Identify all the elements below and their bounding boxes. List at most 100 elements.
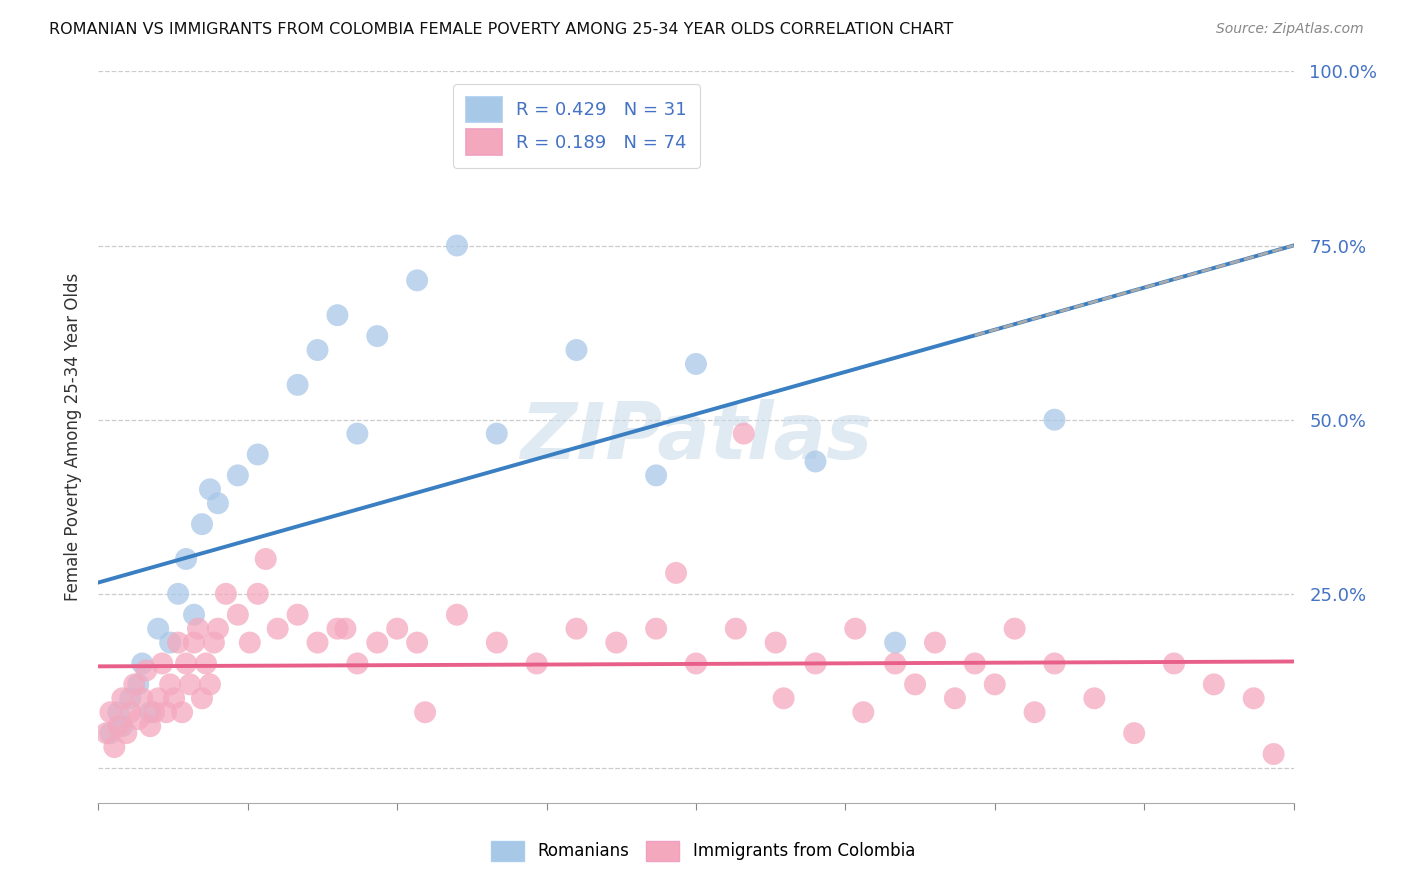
Point: [127, 677, 149, 691]
Point: [183, 607, 205, 622]
Point: [1083, 691, 1105, 706]
Text: Source: ZipAtlas.com: Source: ZipAtlas.com: [1216, 22, 1364, 37]
Point: [111, 719, 134, 733]
Point: [963, 657, 986, 671]
Point: [346, 657, 368, 671]
Point: [195, 657, 218, 671]
Point: [485, 635, 508, 649]
Point: [406, 635, 429, 649]
Point: [98, 726, 122, 740]
Point: [167, 635, 190, 649]
Point: [187, 622, 209, 636]
Point: [366, 329, 388, 343]
Point: [565, 622, 588, 636]
Point: [207, 496, 229, 510]
Point: [685, 357, 707, 371]
Point: [254, 552, 277, 566]
Point: [446, 607, 468, 622]
Text: ZIPatlas: ZIPatlas: [520, 399, 872, 475]
Text: ROMANIAN VS IMMIGRANTS FROM COLOMBIA FEMALE POVERTY AMONG 25-34 YEAR OLDS CORREL: ROMANIAN VS IMMIGRANTS FROM COLOMBIA FEM…: [49, 22, 953, 37]
Point: [943, 691, 966, 706]
Legend: Romanians, Immigrants from Colombia: Romanians, Immigrants from Colombia: [484, 834, 922, 868]
Point: [124, 677, 146, 691]
Point: [335, 622, 357, 636]
Point: [202, 635, 225, 649]
Point: [485, 426, 508, 441]
Point: [139, 719, 162, 733]
Point: [804, 454, 827, 468]
Point: [139, 705, 162, 719]
Point: [98, 705, 122, 719]
Point: [852, 705, 875, 719]
Point: [307, 635, 329, 649]
Legend: R = 0.429   N = 31, R = 0.189   N = 74: R = 0.429 N = 31, R = 0.189 N = 74: [453, 84, 700, 168]
Point: [174, 657, 197, 671]
Point: [167, 587, 190, 601]
Point: [143, 705, 166, 719]
Point: [198, 677, 221, 691]
Point: [406, 273, 429, 287]
Point: [198, 483, 221, 497]
Point: [159, 677, 181, 691]
Point: [645, 468, 668, 483]
Point: [246, 587, 269, 601]
Point: [174, 552, 197, 566]
Point: [267, 622, 290, 636]
Point: [215, 587, 238, 601]
Point: [1024, 705, 1046, 719]
Point: [115, 726, 138, 740]
Point: [131, 691, 153, 706]
Point: [1004, 622, 1026, 636]
Point: [226, 607, 249, 622]
Point: [326, 308, 349, 322]
Point: [183, 635, 205, 649]
Point: [605, 635, 627, 649]
Point: [326, 622, 349, 636]
Point: [107, 705, 129, 719]
Point: [96, 726, 118, 740]
Point: [665, 566, 688, 580]
Point: [103, 740, 125, 755]
Point: [565, 343, 588, 357]
Point: [111, 691, 134, 706]
Point: [772, 691, 794, 706]
Point: [526, 657, 548, 671]
Point: [645, 622, 668, 636]
Point: [1163, 657, 1185, 671]
Point: [904, 677, 927, 691]
Point: [844, 622, 866, 636]
Point: [179, 677, 201, 691]
Point: [804, 657, 827, 671]
Point: [246, 448, 269, 462]
Point: [287, 377, 309, 392]
Point: [150, 657, 173, 671]
Point: [120, 691, 142, 706]
Point: [226, 468, 249, 483]
Point: [1123, 726, 1146, 740]
Point: [287, 607, 309, 622]
Point: [724, 622, 747, 636]
Point: [765, 635, 787, 649]
Point: [148, 622, 170, 636]
Point: [984, 677, 1007, 691]
Point: [413, 705, 436, 719]
Point: [120, 705, 142, 719]
Point: [1243, 691, 1265, 706]
Point: [135, 664, 157, 678]
Point: [1043, 412, 1066, 426]
Point: [239, 635, 262, 649]
Point: [107, 719, 129, 733]
Point: [172, 705, 194, 719]
Point: [163, 691, 186, 706]
Point: [131, 657, 153, 671]
Point: [191, 517, 214, 532]
Point: [385, 622, 409, 636]
Y-axis label: Female Poverty Among 25-34 Year Olds: Female Poverty Among 25-34 Year Olds: [63, 273, 82, 601]
Point: [155, 705, 177, 719]
Point: [884, 635, 907, 649]
Point: [307, 343, 329, 357]
Point: [733, 426, 755, 441]
Point: [191, 691, 214, 706]
Point: [446, 238, 468, 252]
Point: [924, 635, 946, 649]
